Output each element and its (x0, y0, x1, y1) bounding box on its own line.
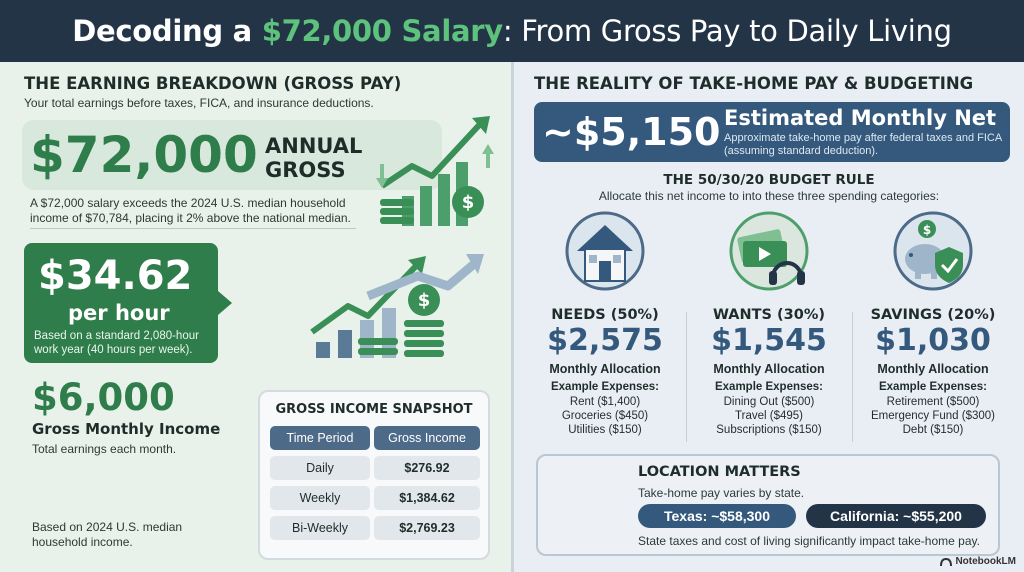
monthly-net-value: ~$5,150 (542, 110, 721, 154)
needs-amount: $2,575 (547, 323, 663, 358)
wants-amount: $1,545 (711, 323, 827, 358)
savings-allocation-label: Monthly Allocation (877, 362, 989, 376)
table-cell-income: $276.92 (374, 456, 480, 480)
snapshot-title: GROSS INCOME SNAPSHOT (275, 402, 473, 417)
table-cell-period: Daily (270, 456, 370, 480)
hourly-label: per hour (68, 301, 170, 325)
location-subtitle: Take-home pay varies by state. (638, 486, 805, 500)
needs-examples-heading: Example Expenses: (550, 381, 660, 393)
take-home-panel: THE REALITY OF TAKE-HOME PAY & BUDGETING… (514, 62, 1024, 572)
wants-column: WANTS (30%) $1,545 Monthly Allocation Ex… (686, 207, 852, 447)
needs-column: NEEDS (50%) $2,575 Monthly Allocation Ex… (522, 207, 688, 447)
needs-example-item: Rent ($1,400) (569, 396, 641, 408)
budget-rule-title: THE 50/30/20 BUDGET RULE (663, 172, 875, 188)
footnote: Based on 2024 U.S. median household inco… (32, 520, 183, 549)
savings-examples-heading: Example Expenses: (878, 381, 988, 393)
earning-section-title: THE EARNING BREAKDOWN (GROSS PAY) (24, 74, 402, 93)
coin-growth-icon: $ (310, 254, 484, 358)
monthly-gross-note: Total earnings each month. (32, 442, 177, 456)
needs-heading: NEEDS (50%) (551, 307, 659, 323)
svg-text:$: $ (418, 290, 431, 311)
wants-allocation-label: Monthly Allocation (713, 362, 825, 376)
needs-example-item: Groceries ($450) (561, 410, 649, 422)
svg-text:$: $ (462, 192, 475, 213)
house-icon (565, 211, 645, 291)
annual-label-line2: GROSS (265, 158, 346, 182)
svg-text:$: $ (923, 223, 931, 237)
savings-heading: SAVINGS (20%) (870, 307, 996, 323)
needs-example-item: Utilities ($150) (568, 424, 642, 436)
title-highlight: $72,000 Salary (261, 14, 503, 48)
wants-example-item: Dining Out ($500) (723, 396, 815, 408)
annual-gross-label: ANNUAL GROSS (265, 134, 362, 182)
budget-rule-subtitle: Allocate this net income to into these t… (598, 189, 940, 203)
header-bar: Decoding a $72,000 Salary: From Gross Pa… (0, 0, 1024, 62)
wants-heading: WANTS (30%) (712, 307, 826, 323)
annual-note: A $72,000 salary exceeds the 2024 U.S. m… (30, 196, 351, 225)
column-header-income: Gross Income (374, 426, 480, 450)
hourly-value: $34.62 (38, 253, 193, 299)
table-cell-period: Weekly (270, 486, 370, 510)
panel-divider (511, 62, 514, 572)
take-home-section-title: THE REALITY OF TAKE-HOME PAY & BUDGETING (534, 74, 974, 93)
california-pill: California: ~$55,200 (806, 504, 986, 528)
notebooklm-logo-icon (940, 557, 953, 566)
column-separator (686, 312, 687, 442)
annual-gross-card (22, 120, 442, 190)
location-matters-card: LOCATION MATTERS Take-home pay varies by… (536, 454, 1000, 556)
annual-label-line1: ANNUAL (265, 134, 363, 158)
page-title: Decoding a $72,000 Salary: From Gross Pa… (72, 14, 952, 48)
column-separator (852, 312, 853, 442)
monthly-net-card: ~$5,150 Estimated Monthly Net Approximat… (534, 102, 1010, 162)
monthly-net-title: Estimated Monthly Net (724, 106, 997, 130)
hourly-note: Based on a standard 2,080-hour work year… (34, 330, 199, 356)
savings-example-item: Debt ($150) (902, 424, 964, 436)
table-cell-period: Bi-Weekly (270, 516, 370, 540)
monthly-gross-label: Gross Monthly Income (32, 420, 221, 438)
table-cell-income: $2,769.23 (374, 516, 480, 540)
brand-label: NotebookLM (955, 556, 1016, 567)
brand-badge: NotebookLM (940, 556, 1016, 567)
wants-example-item: Travel ($495) (735, 410, 803, 422)
location-note: State taxes and cost of living significa… (638, 534, 980, 548)
earning-section-subtitle: Your total earnings before taxes, FICA, … (24, 96, 374, 110)
monthly-gross-value: $6,000 (32, 376, 175, 419)
location-title: LOCATION MATTERS (638, 464, 801, 480)
savings-amount: $1,030 (875, 323, 991, 358)
growth-chart-icon: $ (376, 116, 494, 226)
savings-example-item: Emergency Fund ($300) (870, 410, 995, 422)
headphones-tickets-icon (729, 211, 809, 291)
earning-breakdown-panel: THE EARNING BREAKDOWN (GROSS PAY) Your t… (0, 62, 512, 572)
savings-column: $ SAVINGS (20%) $1,030 Monthly Allocatio… (850, 207, 1016, 447)
wants-example-item: Subscriptions ($150) (716, 424, 822, 436)
wants-examples-heading: Example Expenses: (714, 381, 824, 393)
column-header-period: Time Period (270, 426, 370, 450)
piggy-bank-shield-icon: $ (893, 211, 973, 291)
divider-line (30, 228, 356, 229)
table-cell-income: $1,384.62 (374, 486, 480, 510)
savings-example-item: Retirement ($500) (886, 396, 980, 408)
texas-pill: Texas: ~$58,300 (638, 504, 796, 528)
needs-allocation-label: Monthly Allocation (549, 362, 661, 376)
annual-gross-value: $72,000 (30, 126, 258, 184)
gross-income-snapshot: GROSS INCOME SNAPSHOT Time Period Gross … (258, 390, 490, 560)
monthly-net-note: Approximate take-home pay after federal … (724, 132, 1002, 157)
hourly-card: $34.62 per hour Based on a standard 2,08… (24, 243, 232, 363)
